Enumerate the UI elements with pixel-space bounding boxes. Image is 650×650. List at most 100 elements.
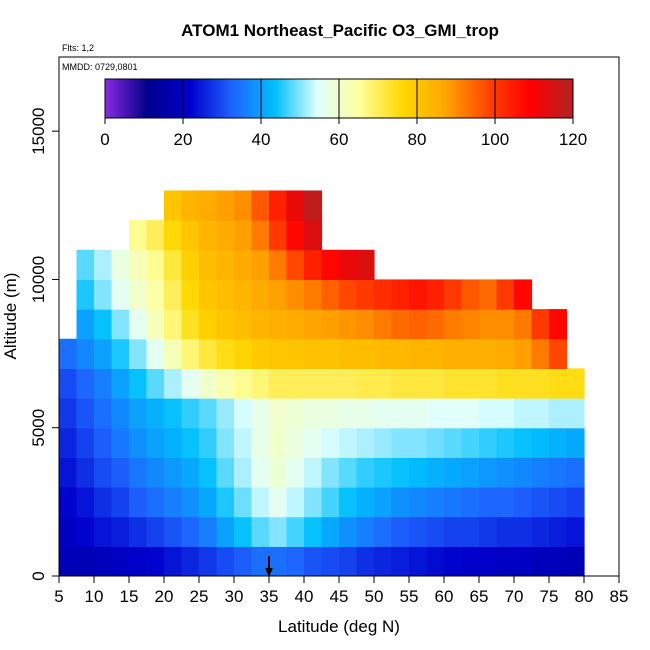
heatmap-cell [129, 457, 148, 488]
heatmap-cell [409, 546, 428, 576]
colorbar-tick-label: 0 [100, 130, 109, 149]
heatmap-cell [199, 457, 218, 488]
heatmap-cell [146, 398, 165, 429]
heatmap-cell [426, 368, 445, 399]
heatmap-cell [356, 279, 375, 310]
heatmap-cell [339, 398, 358, 429]
chart-title: ATOM1 Northeast_Pacific O3_GMI_trop [181, 21, 499, 40]
heatmap-cell [549, 487, 568, 518]
heatmap-cell [199, 368, 218, 399]
heatmap-cell [409, 309, 428, 340]
heatmap-cell [356, 368, 375, 399]
heatmap-cell [164, 190, 183, 221]
heatmap-cell [181, 368, 200, 399]
heatmap-cell [479, 457, 498, 488]
heatmap-cell [146, 338, 165, 369]
heatmap-cell [181, 338, 200, 369]
heatmap-cell [461, 487, 480, 518]
x-tick-label: 55 [400, 587, 419, 606]
heatmap-cell [111, 487, 130, 518]
heatmap-cell [514, 516, 533, 547]
heatmap-cell [461, 457, 480, 488]
colorbar-tick-label: 20 [174, 130, 193, 149]
y-tick-label: 5000 [29, 409, 48, 447]
heatmap-cell [234, 457, 253, 488]
heatmap-cell [59, 398, 78, 429]
heatmap-cell [356, 249, 375, 281]
heatmap-cell [444, 279, 463, 310]
heatmap-cell [199, 190, 218, 221]
flights-label: Flts: 1,2 [62, 43, 94, 53]
heatmap-cell [216, 398, 235, 429]
heatmap-cell [356, 457, 375, 488]
heatmap-cell [514, 279, 533, 310]
heatmap-cell [304, 309, 323, 340]
heatmap-cells [59, 190, 585, 576]
heatmap-cell [146, 309, 165, 340]
heatmap-cell [199, 249, 218, 281]
heatmap-cell [234, 190, 253, 221]
heatmap-cell [339, 309, 358, 340]
heatmap-cell [339, 457, 358, 488]
heatmap-cell [426, 309, 445, 340]
heatmap-cell [339, 516, 358, 547]
heatmap-cell [269, 398, 288, 429]
heatmap-cell [514, 427, 533, 458]
heatmap-cell [409, 368, 428, 399]
heatmap-cell [444, 427, 463, 458]
heatmap-cell [181, 249, 200, 281]
heatmap-cell [339, 249, 358, 281]
heatmap-cell [426, 487, 445, 518]
heatmap-cell [164, 516, 183, 547]
heatmap-cell [129, 398, 148, 429]
heatmap-cell [234, 546, 253, 576]
heatmap-cell [164, 338, 183, 369]
heatmap-cell [549, 457, 568, 488]
heatmap-cell [234, 398, 253, 429]
x-tick-label: 5 [54, 587, 63, 606]
heatmap-cell [496, 487, 515, 518]
heatmap-cell [496, 516, 515, 547]
x-axis-label: Latitude (deg N) [278, 617, 400, 636]
heatmap-cell [181, 457, 200, 488]
heatmap-cell [531, 398, 550, 429]
heatmap-cell [286, 249, 305, 281]
heatmap-cell [374, 427, 393, 458]
heatmap-cell [409, 427, 428, 458]
heatmap-cell [426, 546, 445, 576]
heatmap-cell [129, 249, 148, 281]
heatmap-cell [374, 368, 393, 399]
heatmap-cell [304, 516, 323, 547]
heatmap-cell [409, 338, 428, 369]
heatmap-cell [461, 546, 480, 576]
heatmap-cell [146, 457, 165, 488]
heatmap-cell [531, 427, 550, 458]
heatmap-cell [461, 368, 480, 399]
heatmap-cell [111, 368, 130, 399]
heatmap-cell [479, 546, 498, 576]
arrow-head [265, 568, 273, 577]
heatmap-cell [216, 487, 235, 518]
heatmap-cell [59, 487, 78, 518]
heatmap-cell [251, 338, 270, 369]
heatmap-cell [129, 338, 148, 369]
latitude-marker-arrow [265, 556, 273, 577]
heatmap-cell [94, 427, 113, 458]
heatmap-cell [479, 398, 498, 429]
heatmap-cell [286, 516, 305, 547]
heatmap-cell [59, 457, 78, 488]
heatmap-cell [566, 487, 585, 518]
heatmap-cell [321, 516, 340, 547]
heatmap-cell [549, 427, 568, 458]
heatmap-cell [129, 220, 148, 251]
heatmap-cell [94, 457, 113, 488]
heatmap-cell [146, 368, 165, 399]
heatmap-cell [479, 338, 498, 369]
heatmap-cell [59, 368, 78, 399]
heatmap-cell [76, 487, 95, 518]
heatmap-cell [531, 368, 550, 399]
heatmap-cell [251, 368, 270, 399]
heatmap-cell [111, 279, 130, 310]
heatmap-cell [59, 516, 78, 547]
heatmap-cell [286, 487, 305, 518]
